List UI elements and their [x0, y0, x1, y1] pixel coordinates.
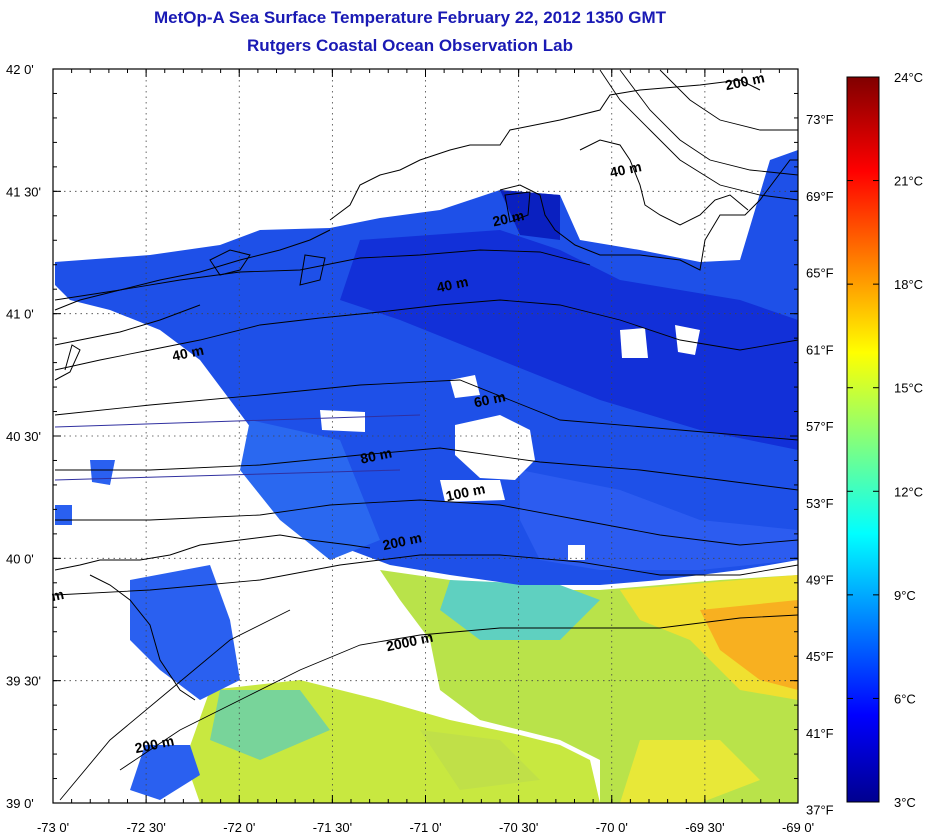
cloud-gap	[450, 375, 480, 398]
lat-tick-label: 41 0'	[6, 307, 34, 322]
lat-tick-label: 40 30'	[6, 429, 41, 444]
fahrenheit-tick-label: 45°F	[806, 649, 834, 664]
colorbar-tick-label: 3°C	[894, 795, 916, 810]
sst-warm-region	[420, 730, 540, 790]
colorbar-tick-label: 9°C	[894, 588, 916, 603]
depth-contour-label: 20 m	[491, 207, 526, 229]
sst-shelf-region	[130, 565, 240, 700]
depth-contour-label: 2000 m	[385, 629, 435, 655]
cloud-gap	[320, 410, 365, 432]
fahrenheit-tick-label: 69°F	[806, 189, 834, 204]
depth-contour-label: 40 m	[608, 158, 643, 180]
sst-shelf-region	[90, 460, 115, 485]
colorbar-tick-label: 21°C	[894, 174, 923, 189]
sst-warm-region	[210, 690, 330, 760]
sst-shelf-region	[55, 150, 798, 585]
sst-shelf-region	[130, 745, 200, 800]
latitude-labels: 39 0' 39 30' 40 0' 40 30' 41 0' 41 30' 42 0'	[6, 62, 41, 811]
coastline	[54, 79, 798, 701]
fahrenheit-tick-label: 73°F	[806, 112, 834, 127]
fahrenheit-tick-label: 53°F	[806, 496, 834, 511]
longitude-labels: -73 0' -72 30' -72 0' -71 30' -71 0' -70 30' -…	[37, 820, 814, 835]
sst-warm-region	[440, 580, 600, 640]
sst-warm-region	[620, 740, 760, 803]
lon-tick-label: -72 0'	[223, 820, 255, 835]
fahrenheit-tick-label: 65°F	[806, 266, 834, 281]
lon-tick-label: -72 30'	[126, 820, 165, 835]
colorbar-tick-label: 12°C	[894, 484, 923, 499]
colorbar-tick-label: 15°C	[894, 381, 923, 396]
lat-tick-label: 41 30'	[6, 184, 41, 199]
sst-shelf-region	[500, 190, 560, 240]
fahrenheit-tick-label: 49°F	[806, 573, 834, 588]
lat-tick-label: 42 0'	[6, 62, 34, 77]
depth-contour-label: m	[50, 586, 66, 604]
depth-contour-label: 60 m	[472, 388, 507, 410]
lon-tick-label: -70 30'	[499, 820, 538, 835]
transect-lines	[54, 414, 421, 481]
lon-tick-label: -73 0'	[37, 820, 69, 835]
lat-tick-label: 39 30'	[6, 674, 41, 689]
colorbar-tick-label: 6°C	[894, 691, 916, 706]
lon-tick-label: -69 0'	[782, 820, 814, 835]
map-subtitle: Rutgers Coastal Ocean Observation Lab	[247, 36, 573, 55]
fahrenheit-labels: 37°F 41°F 45°F 49°F 53°F 57°F 61°F 65°F 69°F 73°F	[806, 112, 834, 817]
colorbar	[846, 76, 880, 803]
depth-contour-label: 40 m	[171, 342, 206, 364]
colorbar-tick-label: 24°C	[894, 70, 923, 85]
sst-shelf-region	[55, 505, 72, 525]
lon-tick-label: -71 0'	[409, 820, 441, 835]
colorbar-tick-label: 18°C	[894, 277, 923, 292]
fahrenheit-tick-label: 61°F	[806, 342, 834, 357]
depth-contour-label: 80 m	[359, 444, 394, 466]
colorbar-labels: 3°C 6°C 9°C 12°C 15°C 18°C 21°C 24°C	[847, 70, 923, 810]
sst-shelf-region	[340, 230, 798, 450]
sst-field	[55, 150, 798, 803]
map-title: MetOp-A Sea Surface Temperature February…	[153, 8, 667, 27]
lon-tick-label: -71 30'	[313, 820, 352, 835]
sst-shelf-region	[240, 420, 380, 560]
cloud-gap	[440, 480, 505, 502]
cloud-gap	[568, 545, 585, 560]
depth-contour-label: 40 m	[435, 273, 470, 295]
fahrenheit-tick-label: 37°F	[806, 803, 834, 818]
cloud-gap	[455, 415, 535, 480]
fahrenheit-tick-label: 41°F	[806, 726, 834, 741]
lat-tick-label: 39 0'	[6, 796, 34, 811]
bathymetry-contours	[54, 69, 799, 801]
sst-warm-region	[700, 600, 798, 690]
sst-shelf-region	[520, 470, 798, 570]
lon-tick-label: -69 30'	[685, 820, 724, 835]
fahrenheit-tick-label: 57°F	[806, 419, 834, 434]
lat-tick-label: 40 0'	[6, 551, 34, 566]
cloud-gap	[620, 328, 648, 358]
cloud-gap	[675, 325, 700, 355]
lon-tick-label: -70 0'	[596, 820, 628, 835]
axis-ticks	[52, 68, 799, 804]
lat-lon-grid	[53, 69, 798, 803]
